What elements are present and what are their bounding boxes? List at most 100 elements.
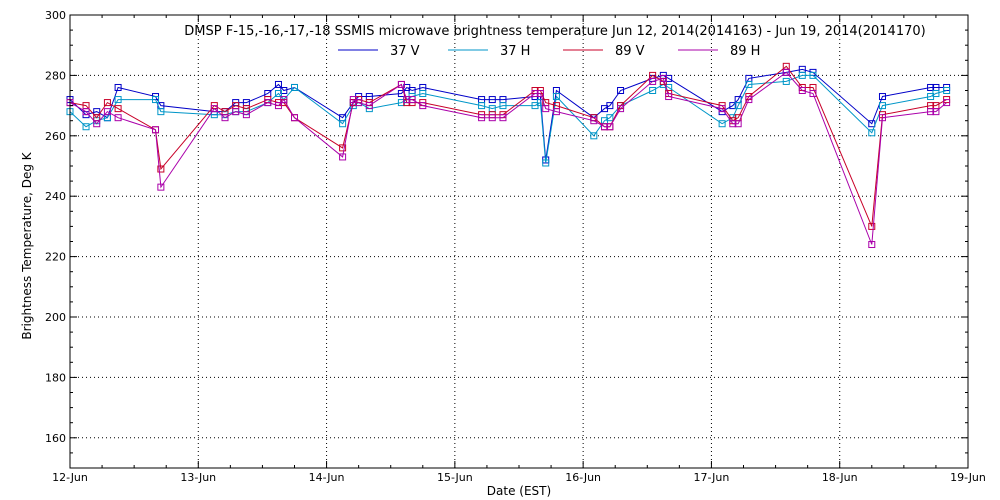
- data-point: [408, 96, 416, 104]
- data-point: [665, 93, 673, 101]
- series-89-v: [66, 62, 951, 230]
- data-point: [152, 96, 160, 104]
- data-point: [103, 99, 111, 107]
- legend-label: 89 H: [730, 44, 760, 59]
- grid-lines: [70, 15, 968, 468]
- x-tick-label: 14-Jun: [309, 471, 345, 484]
- series-37-h: [66, 71, 951, 167]
- series-line: [69, 74, 947, 164]
- x-tick-label: 16-Jun: [565, 471, 601, 484]
- data-point: [419, 90, 427, 98]
- legend-label: 89 V: [615, 44, 645, 59]
- data-point: [397, 80, 405, 88]
- x-tick-label: 18-Jun: [822, 471, 858, 484]
- axes: 12-Jun 13-Jun 14-Jun 15-Jun 16-Jun 17-Jun 18-J…: [45, 9, 986, 484]
- data-point: [729, 120, 737, 128]
- plot-frame: [69, 14, 969, 469]
- data-point: [157, 108, 165, 116]
- data-point: [943, 99, 951, 107]
- data-point: [542, 159, 550, 167]
- legend-label: 37 H: [500, 44, 530, 59]
- data-point: [210, 105, 218, 113]
- data-point: [552, 108, 560, 116]
- x-tick-label: 17-Jun: [694, 471, 730, 484]
- x-tick-label: 15-Jun: [437, 471, 473, 484]
- data-point: [339, 120, 347, 128]
- data-point: [531, 90, 539, 98]
- data-point: [93, 120, 101, 128]
- data-point: [809, 90, 817, 98]
- data-point: [878, 102, 886, 110]
- data-point: [878, 114, 886, 122]
- data-point: [499, 114, 507, 122]
- data-point: [617, 105, 625, 113]
- data-point: [868, 120, 876, 128]
- data-point: [878, 93, 886, 101]
- data-point: [932, 90, 940, 98]
- data-point: [264, 99, 272, 107]
- data-point: [274, 90, 282, 98]
- data-point: [488, 114, 496, 122]
- data-point: [103, 108, 111, 116]
- chart-title: DMSP F-15,-16,-17,-18 SSMIS microwave br…: [184, 24, 925, 39]
- data-point: [355, 99, 363, 107]
- data-point: [339, 153, 347, 161]
- data-point: [403, 96, 411, 104]
- data-point: [809, 71, 817, 79]
- data-point: [659, 74, 667, 82]
- y-tick-label: 200: [45, 311, 66, 324]
- y-tick-label: 240: [45, 190, 66, 203]
- data-point: [499, 102, 507, 110]
- data-point: [152, 126, 160, 134]
- data-point: [82, 123, 90, 131]
- data-point: [114, 83, 122, 91]
- data-point: [649, 77, 657, 85]
- data-point: [291, 114, 298, 122]
- x-axis-title: Date (EST): [487, 484, 551, 498]
- data-point: [718, 105, 726, 113]
- series-line: [69, 68, 947, 161]
- data-point: [868, 241, 876, 249]
- data-point: [868, 222, 876, 230]
- data-point: [114, 105, 122, 113]
- data-point: [798, 87, 806, 94]
- data-point: [649, 87, 657, 94]
- data-point: [478, 102, 486, 110]
- data-point: [274, 80, 282, 88]
- data-point: [932, 108, 940, 116]
- data-point: [478, 114, 486, 122]
- data-point: [274, 102, 282, 110]
- x-tick-label: 19-Jun: [950, 471, 986, 484]
- legend-label: 37 V: [390, 44, 420, 59]
- data-point: [729, 102, 737, 110]
- data-point: [734, 120, 742, 128]
- data-point: [927, 83, 935, 91]
- series-line: [69, 71, 947, 245]
- data-point: [606, 114, 614, 122]
- data-point: [542, 105, 550, 113]
- y-axis-title: Brightness Temperature, Deg K: [20, 151, 34, 339]
- data-point: [617, 87, 625, 94]
- data-point: [536, 90, 544, 98]
- data-point: [114, 114, 122, 122]
- legend: 37 V 37 H 89 V 89 H: [338, 44, 760, 59]
- data-point: [419, 102, 427, 110]
- data-point: [365, 102, 373, 110]
- data-point: [927, 108, 935, 116]
- data-point: [943, 87, 951, 94]
- data-point: [782, 68, 790, 76]
- series-37-v: [66, 65, 951, 164]
- data-point: [232, 108, 240, 116]
- y-tick-label: 220: [45, 251, 66, 264]
- data-point: [590, 132, 598, 140]
- data-point: [782, 77, 790, 85]
- data-point: [157, 165, 165, 173]
- data-point: [601, 123, 609, 131]
- x-tick-label: 13-Jun: [180, 471, 216, 484]
- data-point: [745, 96, 753, 104]
- series-layer: [66, 62, 951, 249]
- data-point: [291, 83, 298, 91]
- data-point: [552, 93, 560, 101]
- data-point: [606, 102, 614, 110]
